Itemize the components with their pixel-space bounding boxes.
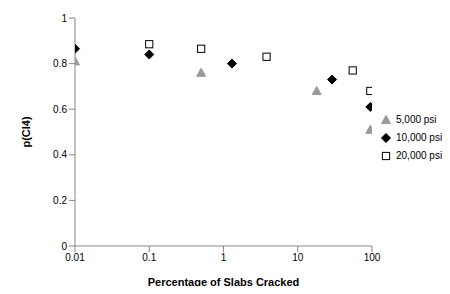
html-text:10,000 psi: 10,000 psi <box>396 132 443 143</box>
html-text:5,000 psi: 5,000 psi <box>396 114 437 125</box>
svg-text:1: 1 <box>221 252 227 263</box>
svg-text:1: 1 <box>61 13 67 24</box>
svg-text:100: 100 <box>364 252 381 263</box>
svg-text:p(CI4): p(CI4) <box>20 116 32 148</box>
svg-text:0.2: 0.2 <box>53 195 67 206</box>
svg-text:0.01: 0.01 <box>65 252 85 263</box>
svg-text:0.1: 0.1 <box>142 252 156 263</box>
svg-text:0.8: 0.8 <box>53 58 67 69</box>
html-text:20,000 psi: 20,000 psi <box>396 150 443 161</box>
svg-text:0: 0 <box>61 241 67 252</box>
svg-text:0.4: 0.4 <box>53 149 67 160</box>
svg-text:Percentage of Slabs Cracked: Percentage of Slabs Cracked <box>148 276 300 286</box>
svg-text:10: 10 <box>292 252 304 263</box>
svg-text:0.6: 0.6 <box>53 104 67 115</box>
